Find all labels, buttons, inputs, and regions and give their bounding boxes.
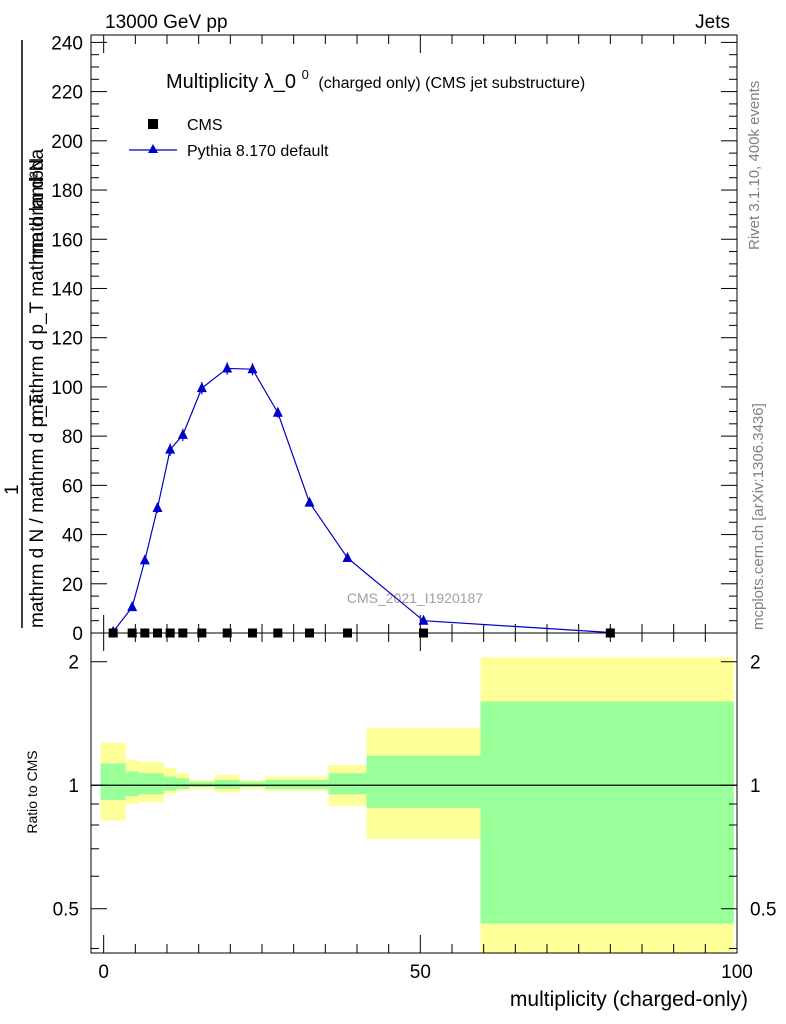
ratio-bands — [100, 657, 734, 953]
y-tick-label: 160 — [51, 230, 83, 251]
header-right-label: Jets — [695, 12, 730, 33]
y-axis-label-prefix-num: 1 — [2, 484, 23, 495]
chart-title: Multiplicity λ_0 0 (charged only) (CMS j… — [166, 62, 585, 93]
legend-cms-label: CMS — [187, 117, 223, 134]
ratio-y-ticks: 0.5 0.5 1 1 2 2 — [53, 653, 776, 949]
pythia-point — [165, 443, 176, 454]
pythia-point — [247, 363, 258, 374]
title-line: Multiplicity λ_0 0 (charged only) (CMS j… — [166, 62, 585, 93]
pythia-point — [152, 501, 163, 512]
y-tick-label: 20 — [62, 575, 83, 596]
pythia-point — [139, 554, 150, 565]
y-tick-label: 200 — [51, 132, 83, 153]
y-tick-label: 60 — [62, 476, 83, 497]
pythia-point — [222, 362, 233, 373]
ratio-band-green — [138, 773, 164, 795]
y-axis-label-prefix-den: mathrm d N / mathrm d p_T — [27, 394, 48, 628]
y-tick-label: 100 — [51, 378, 83, 399]
pythia-point — [342, 551, 353, 562]
ratio-y-tick-label-right: 2 — [750, 653, 761, 674]
y-tick-label: 140 — [51, 279, 83, 300]
ratio-y-tick-label-right: 1 — [750, 776, 761, 797]
legend-pythia-marker — [148, 144, 158, 153]
ratio-band-green — [214, 779, 240, 789]
mcplots-label: mcplots.cern.ch [arXiv:1306.3436] — [750, 403, 767, 630]
y-axis-label-denominator-1: mathrm d p_T mathrm d lambda — [27, 149, 48, 420]
y-tick-label: 80 — [62, 427, 83, 448]
ratio-band-green — [100, 763, 126, 801]
title-suffix: (charged only) (CMS jet substructure) — [318, 75, 585, 92]
pythia-point — [304, 496, 315, 507]
ratio-y-axis-label: Ratio to CMS — [24, 750, 40, 833]
x-tick-label: 50 — [410, 962, 431, 983]
ratio-band-green — [328, 773, 367, 795]
title-superscript: 0 — [302, 67, 309, 82]
analysis-watermark: CMS_2021_I1920187 — [347, 590, 483, 606]
pythia-point — [418, 614, 429, 625]
ratio-y-tick-label-left: 1 — [68, 776, 79, 797]
legend: CMS Pythia 8.170 default — [129, 117, 329, 160]
y-tick-label: 180 — [51, 181, 83, 202]
ratio-band-green — [163, 776, 177, 791]
ratio-panel-frame — [90, 632, 738, 954]
y-tick-label: 40 — [62, 526, 83, 547]
ratio-band-green — [480, 701, 734, 924]
pythia-point — [196, 382, 207, 393]
rivet-info-label: Rivet 3.1.10, 400k events — [746, 81, 763, 250]
legend-pythia-label: Pythia 8.170 default — [187, 143, 329, 160]
ratio-band-green — [366, 755, 481, 809]
pythia-line — [112, 367, 611, 634]
ratio-band-green — [189, 781, 215, 788]
x-tick-label: 100 — [721, 962, 753, 983]
x-tick-labels: 0 50 100 — [98, 962, 752, 983]
y-axis-label-numerator: mathrm d²N — [27, 158, 48, 258]
ratio-band-green — [239, 781, 266, 788]
ratio-y-tick-label-left: 0.5 — [53, 900, 79, 921]
ratio-band-green — [176, 778, 190, 789]
ratio-band-green — [125, 771, 139, 797]
ratio-band-green — [265, 779, 291, 789]
x-axis-label: multiplicity (charged-only) — [510, 988, 748, 1011]
y-tick-label: 0 — [72, 624, 83, 645]
pythia-point — [127, 601, 138, 612]
y-tick-label: 240 — [51, 33, 83, 54]
pythia-point — [177, 428, 188, 439]
legend-cms-marker — [148, 119, 158, 129]
y-tick-label: 220 — [51, 83, 83, 104]
ratio-panel: 0.5 0.5 1 1 2 2 — [53, 632, 776, 954]
y-axis-label: mathrm d²N mathrm d p_T mathrm d lambda … — [2, 40, 48, 628]
main-x-ticks — [103, 35, 738, 633]
ratio-x-ticks — [103, 633, 738, 953]
ratio-y-tick-label-left: 2 — [68, 653, 79, 674]
ratio-band-green — [290, 779, 329, 789]
y-tick-label: 120 — [51, 329, 83, 350]
x-tick-label: 0 — [98, 962, 109, 983]
ratio-y-tick-label-right: 0.5 — [750, 900, 776, 921]
main-y-ticks: 0 20 40 60 80 100 120 140 160 180 200 220 240 — [51, 33, 737, 645]
title-main: Multiplicity λ_0 — [166, 71, 296, 93]
pythia-point — [272, 406, 283, 417]
header-left-label: 13000 GeV pp — [105, 12, 228, 33]
